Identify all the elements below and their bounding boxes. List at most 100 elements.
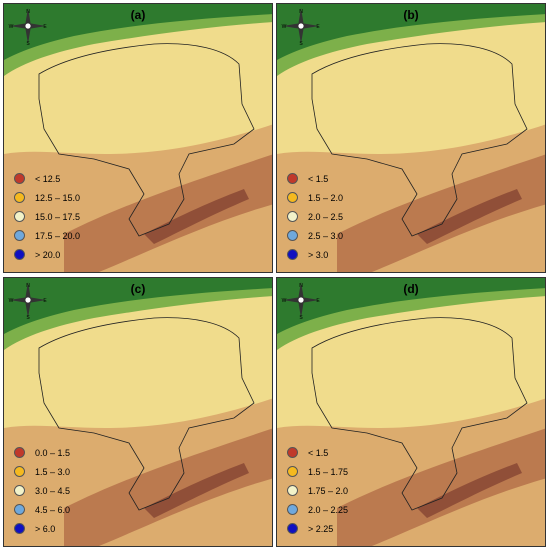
legend-swatch (14, 192, 25, 203)
region-boundary (38, 317, 255, 511)
legend-label: 1.5 – 3.0 (35, 466, 71, 477)
legend-label: 3.0 – 4.5 (35, 485, 71, 496)
mountain-peak (417, 463, 522, 518)
legend-label: 2.0 – 2.25 (308, 504, 349, 515)
panel-a: N S E W (a) < 12.5 12.5 – 15.0 15.0 – 17… (3, 3, 273, 273)
legend-item: > 3.0 (287, 245, 343, 264)
legend-swatch (14, 211, 25, 222)
legend-item: > 20.0 (14, 245, 80, 264)
legend-label: > 6.0 (35, 523, 56, 534)
map-d (277, 278, 545, 546)
legend-label: 17.5 – 20.0 (35, 230, 81, 241)
mountain-range (64, 154, 272, 272)
map-b (277, 4, 545, 272)
mountain-range (337, 154, 545, 272)
compass-w: W (9, 24, 14, 30)
compass-e: E (316, 24, 320, 30)
sea (4, 4, 272, 60)
sea (4, 278, 272, 334)
legend-item: < 1.5 (287, 169, 343, 188)
legend-item: < 1.5 (287, 443, 348, 462)
sea (277, 278, 545, 334)
panel-label: (a) (130, 8, 146, 22)
mountain-peak (144, 463, 249, 518)
mountain-range (64, 428, 272, 546)
legend-swatch (287, 485, 298, 496)
map-a (4, 4, 272, 272)
panel-d: N S E W (d) < 1.5 1.5 – 1.75 1.75 – 2.0 … (276, 277, 546, 547)
panel-c: N S E W (c) 0.0 – 1.5 1.5 – 3.0 3.0 – 4.… (3, 277, 273, 547)
legend-swatch (287, 249, 298, 260)
legend-item: 1.5 – 2.0 (287, 188, 343, 207)
legend-c: 0.0 – 1.5 1.5 – 3.0 3.0 – 4.5 4.5 – 6.0 … (14, 443, 70, 538)
compass-s: S (26, 41, 30, 46)
legend-item: 12.5 – 15.0 (14, 188, 80, 207)
legend-d: < 1.5 1.5 – 1.75 1.75 – 2.0 2.0 – 2.25 >… (287, 443, 348, 538)
legend-label: 1.5 – 1.75 (308, 466, 349, 477)
legend-label: 0.0 – 1.5 (35, 447, 71, 458)
legend-item: 2.0 – 2.5 (287, 207, 343, 226)
compass-w: W (282, 24, 287, 30)
legend-swatch (287, 173, 298, 184)
panel-label: (d) (403, 282, 419, 296)
compass-s: S (299, 315, 303, 320)
region-boundary (38, 43, 255, 237)
legend-item: 1.5 – 3.0 (14, 462, 70, 481)
compass-n: N (26, 9, 30, 15)
compass-n: N (26, 283, 30, 289)
mountain-peak (417, 189, 522, 244)
legend-item: 15.0 – 17.5 (14, 207, 80, 226)
legend-label: > 20.0 (35, 249, 61, 260)
legend-item: 17.5 – 20.0 (14, 226, 80, 245)
compass-e: E (43, 298, 47, 304)
panel-b: N S E W (b) < 1.5 1.5 – 2.0 2.0 – 2.5 2.… (276, 3, 546, 273)
legend-swatch (14, 485, 25, 496)
compass-e: E (316, 298, 320, 304)
legend-item: 1.5 – 1.75 (287, 462, 348, 481)
panel-label: (b) (403, 8, 419, 22)
legend-label: 1.5 – 2.0 (308, 192, 344, 203)
legend-item: 2.5 – 3.0 (287, 226, 343, 245)
legend-b: < 1.5 1.5 – 2.0 2.0 – 2.5 2.5 – 3.0 > 3.… (287, 169, 343, 264)
compass-e: E (43, 24, 47, 30)
compass-s: S (26, 315, 30, 320)
legend-item: > 2.25 (287, 519, 348, 538)
legend-label: < 12.5 (35, 173, 61, 184)
legend-item: 4.5 – 6.0 (14, 500, 70, 519)
legend-item: 0.0 – 1.5 (14, 443, 70, 462)
legend-a: < 12.5 12.5 – 15.0 15.0 – 17.5 17.5 – 20… (14, 169, 80, 264)
legend-swatch (287, 504, 298, 515)
legend-item: 2.0 – 2.25 (287, 500, 348, 519)
legend-label: 4.5 – 6.0 (35, 504, 71, 515)
compass-n: N (299, 283, 303, 289)
legend-swatch (14, 447, 25, 458)
legend-label: < 1.5 (308, 173, 329, 184)
panel-label: (c) (130, 282, 146, 296)
legend-item: > 6.0 (14, 519, 70, 538)
compass-w: W (9, 298, 14, 304)
legend-label: 15.0 – 17.5 (35, 211, 81, 222)
sea (277, 4, 545, 60)
legend-item: < 12.5 (14, 169, 80, 188)
legend-swatch (14, 504, 25, 515)
legend-swatch (287, 211, 298, 222)
legend-label: > 2.25 (308, 523, 334, 534)
legend-label: 2.0 – 2.5 (308, 211, 344, 222)
legend-swatch (287, 466, 298, 477)
legend-swatch (287, 192, 298, 203)
legend-swatch (14, 523, 25, 534)
legend-swatch (14, 173, 25, 184)
legend-swatch (14, 466, 25, 477)
compass-n: N (299, 9, 303, 15)
mountain-peak (144, 189, 249, 244)
legend-swatch (14, 230, 25, 241)
legend-swatch (14, 249, 25, 260)
legend-swatch (287, 447, 298, 458)
legend-label: 1.75 – 2.0 (308, 485, 349, 496)
legend-label: < 1.5 (308, 447, 329, 458)
compass-s: S (299, 41, 303, 46)
legend-item: 1.75 – 2.0 (287, 481, 348, 500)
legend-item: 3.0 – 4.5 (14, 481, 70, 500)
legend-label: > 3.0 (308, 249, 329, 260)
